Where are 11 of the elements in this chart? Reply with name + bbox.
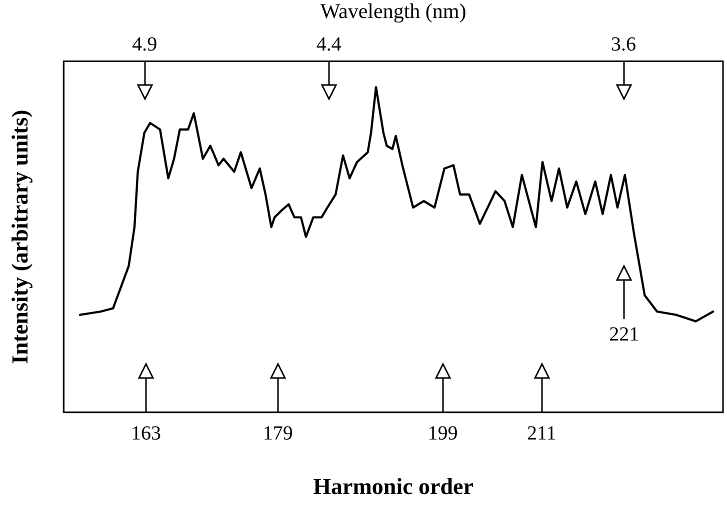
x2-axis-title: Wavelength (nm): [320, 0, 466, 24]
x2-tick-label: 3.6: [611, 33, 636, 56]
x-tick-label: 179: [262, 422, 293, 445]
x2-tick-label: 4.4: [316, 33, 342, 56]
x-axis-title: Harmonic order: [313, 474, 474, 500]
x-tick-label: 163: [131, 422, 162, 445]
x2-tick-label: 4.9: [132, 33, 158, 56]
x-tick-label: 211: [527, 422, 556, 445]
annotation: 221: [609, 324, 640, 346]
y-axis-title: Intensity (arbitrary units): [8, 110, 33, 364]
x-tick-label: 199: [428, 422, 458, 445]
